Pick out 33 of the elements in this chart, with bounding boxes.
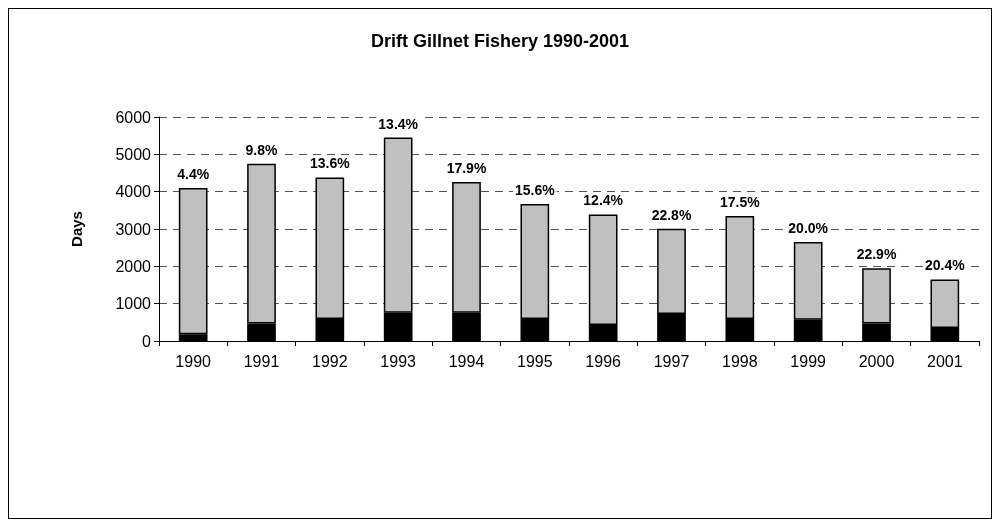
x-tick-label: 1998: [722, 352, 758, 370]
x-tick-label: 2000: [858, 352, 895, 370]
annotation: 12.4%: [583, 192, 624, 209]
x-tick-label: 1996: [585, 352, 622, 370]
annotation: 15.6%: [514, 181, 556, 198]
chart-title: Drift Gillnet Fishery 1990-2001: [370, 31, 630, 51]
annotation: 20.0%: [788, 220, 829, 237]
annotation: 13.4%: [378, 115, 419, 132]
x-tick-label: 1999: [790, 352, 827, 370]
y-tick-label: 4000: [115, 183, 152, 201]
x-tick-label: 1995: [517, 352, 553, 370]
annotation: 17.9%: [446, 159, 487, 176]
annotation: 20.4%: [924, 257, 966, 274]
x-tick-label: 2001: [927, 352, 963, 370]
y-tick-label: 0: [142, 332, 152, 350]
x-tick-label: 1990: [175, 352, 212, 370]
annotation: 17.5%: [719, 193, 761, 210]
y-tick-label: 2000: [115, 257, 152, 275]
x-tick-label: 1991: [243, 352, 280, 370]
annotation: 4.4%: [177, 165, 210, 182]
y-tick-label: 3000: [115, 220, 152, 238]
annotation: 9.8%: [245, 141, 278, 158]
x-tick-label: 1992: [312, 352, 348, 370]
x-tick-label: 1997: [653, 352, 690, 370]
annotation: 13.6%: [309, 155, 351, 172]
x-tick-label: 1993: [380, 352, 417, 370]
y-tick-label: 6000: [115, 108, 152, 126]
x-tick-label: 1994: [448, 352, 485, 370]
y-tick-label: 5000: [115, 145, 152, 163]
annotation: 22.8%: [651, 206, 692, 223]
annotation: 22.9%: [856, 246, 897, 263]
y-tick-label: 1000: [115, 295, 152, 313]
y-axis-title: Days: [68, 211, 85, 247]
